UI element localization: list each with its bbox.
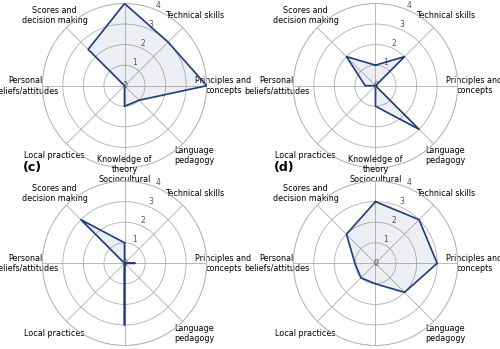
Text: 0: 0 — [373, 259, 378, 268]
Text: 0: 0 — [373, 81, 378, 90]
Polygon shape — [346, 202, 437, 292]
Text: (d): (d) — [274, 161, 294, 174]
Polygon shape — [88, 3, 206, 106]
Polygon shape — [346, 57, 419, 129]
Polygon shape — [81, 220, 135, 325]
Text: 0: 0 — [122, 81, 127, 90]
Text: 0: 0 — [122, 259, 127, 268]
Text: (c): (c) — [22, 161, 42, 174]
